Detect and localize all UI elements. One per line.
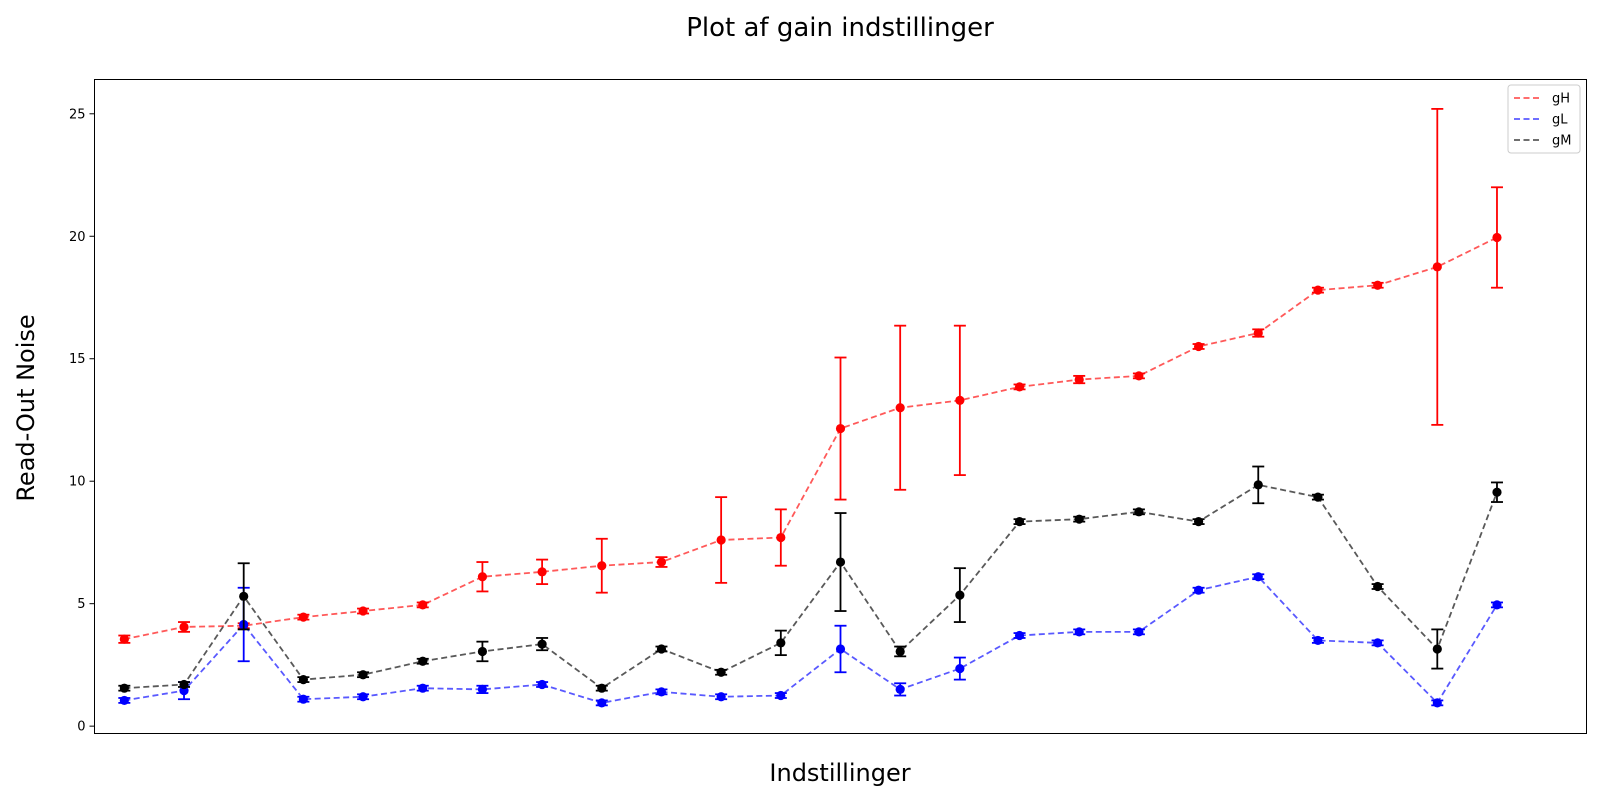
data-point-gL <box>1193 585 1204 595</box>
legend-label-gH: gH <box>1552 92 1570 107</box>
data-point-gM <box>1373 581 1383 592</box>
data-point-gM <box>1253 480 1263 490</box>
data-point-gM <box>835 557 846 567</box>
data-point-gH <box>1074 374 1084 385</box>
data-point-gM <box>1492 487 1502 497</box>
data-point-gM <box>716 667 726 677</box>
data-point-gH <box>298 612 308 622</box>
legend: gH gL gM <box>1507 84 1581 154</box>
data-point-gH <box>1134 371 1144 381</box>
data-point-gL <box>656 687 667 697</box>
y-tick-label: 0 <box>77 720 85 735</box>
data-point-gH <box>1313 285 1323 295</box>
data-point-gM <box>1193 517 1204 527</box>
y-tick-label: 20 <box>69 230 86 245</box>
data-point-gH <box>656 557 667 567</box>
data-point-gM <box>1074 514 1084 524</box>
data-point-gH <box>418 600 428 610</box>
data-point-gH <box>119 634 129 644</box>
data-point-gM <box>895 646 905 657</box>
data-point-gL <box>1373 638 1383 648</box>
data-point-gH <box>179 622 189 632</box>
data-point-gL <box>835 644 846 654</box>
data-point-gH <box>776 532 786 543</box>
data-point-gM <box>1313 492 1323 502</box>
data-point-gL <box>537 679 547 690</box>
series-line-gH <box>124 236 1498 641</box>
data-point-gM <box>239 591 249 601</box>
data-point-gH <box>1193 341 1204 352</box>
data-point-gL <box>1432 698 1442 708</box>
data-point-gM <box>537 639 547 649</box>
data-point-gM <box>597 683 607 693</box>
data-point-gM <box>1432 644 1442 654</box>
data-point-gM <box>358 670 368 680</box>
data-point-gH <box>537 567 547 577</box>
data-point-gH <box>358 606 368 616</box>
data-point-gL <box>358 692 368 702</box>
data-point-gM <box>1134 507 1144 517</box>
data-point-gL <box>1492 600 1502 610</box>
legend-label-gM: gM <box>1552 134 1571 149</box>
data-point-gL <box>1074 627 1084 637</box>
y-axis-label: Read-Out Noise <box>12 314 40 501</box>
data-point-gL <box>298 694 308 704</box>
series-gM <box>118 465 1503 693</box>
data-point-gH <box>955 395 965 405</box>
y-axis: 0 5 10 15 20 25 <box>69 107 95 735</box>
series-gH <box>118 107 1503 644</box>
data-point-gM <box>656 644 667 654</box>
data-point-gL <box>1253 572 1263 582</box>
data-point-gM <box>179 679 189 690</box>
data-point-gL <box>895 684 905 695</box>
data-point-gL <box>776 690 786 701</box>
data-point-gL <box>119 695 129 706</box>
data-point-gH <box>597 561 607 571</box>
data-point-gM <box>298 675 308 685</box>
data-point-gH <box>895 403 905 413</box>
x-axis-label: Indstillinger <box>769 759 910 787</box>
data-point-gL <box>1313 635 1323 646</box>
legend-box <box>1507 84 1581 154</box>
series-line-gM <box>124 483 1498 690</box>
data-point-gM <box>776 638 786 648</box>
data-point-gH <box>1373 280 1383 290</box>
data-point-gM <box>477 646 488 657</box>
data-point-gL <box>716 692 726 702</box>
data-point-gH <box>1014 382 1025 392</box>
data-point-gH <box>1253 328 1263 338</box>
chart-title: Plot af gain indstillinger <box>686 13 994 43</box>
plot-area <box>118 107 1503 708</box>
data-point-gM <box>418 656 428 666</box>
data-point-gM <box>119 683 129 693</box>
data-point-gL <box>477 684 488 695</box>
y-tick-label: 15 <box>69 352 86 367</box>
y-tick-label: 10 <box>69 475 86 490</box>
y-tick-label: 5 <box>77 597 85 612</box>
data-point-gL <box>418 683 428 693</box>
data-point-gH <box>835 423 846 434</box>
data-point-gM <box>1014 517 1025 527</box>
data-point-gH <box>716 535 726 545</box>
series-line-gL <box>124 575 1498 705</box>
plot-frame <box>94 79 1587 734</box>
data-point-gH <box>1432 262 1442 272</box>
data-point-gL <box>1014 630 1025 641</box>
series-gL <box>118 572 1503 708</box>
data-point-gH <box>1492 232 1502 243</box>
data-point-gL <box>597 698 607 708</box>
data-point-gM <box>955 590 965 600</box>
data-point-gH <box>477 572 488 582</box>
data-point-gL <box>955 663 965 674</box>
legend-label-gL: gL <box>1552 113 1568 128</box>
y-tick-label: 25 <box>69 107 86 122</box>
data-point-gL <box>1134 627 1144 637</box>
